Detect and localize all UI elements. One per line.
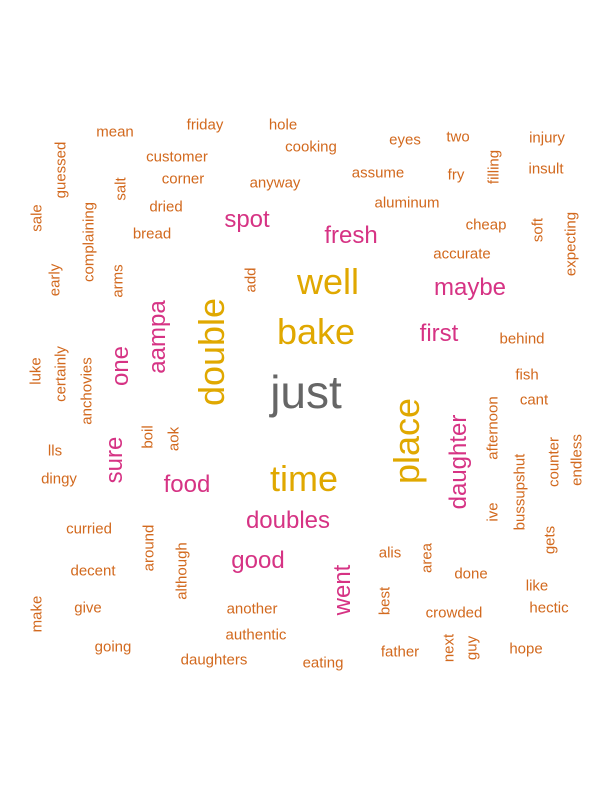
word-went: went [329,564,356,616]
word-endless: endless [568,434,586,486]
word-daughter: daughter [445,414,472,510]
word-lls: lls [47,442,63,460]
word-early: early [46,263,64,297]
word-food: food [163,471,211,498]
word-dingy: dingy [41,470,77,488]
word-cant: cant [519,391,549,409]
word-cooking: cooking [285,138,337,156]
word-expecting: expecting [562,211,580,277]
word-corner: corner [161,170,205,188]
word-counter: counter [545,436,563,488]
word-like: like [525,577,549,595]
word-time: time [269,458,339,499]
word-insult: insult [528,160,564,178]
word-bread: bread [132,225,172,243]
word-spot: spot [224,206,270,233]
word-soft: soft [529,217,547,243]
word-ive: ive [484,502,502,522]
word-two: two [446,128,470,146]
word-complaining: complaining [80,201,98,283]
word-good: good [231,547,285,574]
word-gets: gets [541,525,559,555]
word-going: going [94,638,132,656]
word-add: add [242,267,260,293]
word-eyes: eyes [389,131,421,149]
word-customer: customer [146,148,208,166]
word-friday: friday [186,116,224,134]
word-give: give [74,599,102,617]
word-place: place [386,397,427,485]
word-maybe: maybe [433,274,507,301]
word-luke: luke [27,357,45,385]
word-fresh: fresh [324,222,378,249]
word-hole: hole [268,116,298,134]
word-guy: guy [463,635,481,661]
word-dried: dried [149,198,183,216]
word-although: although [173,542,191,600]
word-bussupshut: bussupshut [511,453,529,531]
word-crowded: crowded [425,604,483,622]
word-sure: sure [101,436,128,484]
word-boil: boil [139,425,157,449]
word-father: father [380,643,420,661]
word-mean: mean [96,123,134,141]
word-well: well [296,261,360,302]
word-injury: injury [529,129,565,147]
word-fish: fish [515,366,539,384]
word-afternoon: afternoon [484,396,502,460]
word-salt: salt [112,177,130,201]
word-best: best [376,586,394,616]
word-one: one [107,345,134,387]
word-curried: curried [66,520,112,538]
word-aluminum: aluminum [374,194,440,212]
word-aampa: aampa [144,300,171,374]
word-just: just [270,366,342,418]
word-arms: arms [109,264,127,298]
word-bake: bake [276,311,356,352]
word-behind: behind [499,330,545,348]
word-daughters: daughters [180,651,248,669]
word-anchovies: anchovies [78,357,96,425]
word-accurate: accurate [433,245,491,263]
word-fry: fry [447,166,465,184]
word-cheap: cheap [465,216,507,234]
word-next: next [440,633,458,663]
word-sale: sale [28,204,46,232]
word-eating: eating [302,654,344,672]
word-double: double [191,297,232,407]
word-doubles: doubles [245,507,331,534]
word-hope: hope [509,640,543,658]
word-certainly: certainly [52,346,70,402]
word-authentic: authentic [225,626,287,644]
word-assume: assume [351,164,405,182]
word-around: around [140,524,158,572]
word-area: area [418,542,436,574]
word-aok: aok [165,426,183,452]
word-first: first [419,320,459,347]
word-make: make [28,595,46,633]
word-anyway: anyway [249,174,301,192]
word-hectic: hectic [529,599,569,617]
word-done: done [454,565,488,583]
word-decent: decent [70,562,116,580]
word-guessed: guessed [52,141,70,199]
word-filling: filling [485,149,503,185]
word-alis: alis [378,544,402,562]
word-another: another [226,600,278,618]
